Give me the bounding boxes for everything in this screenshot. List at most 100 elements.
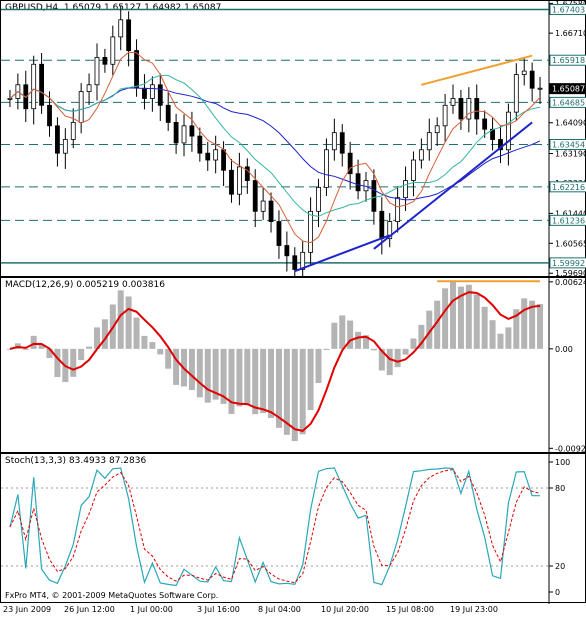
macd-histogram-bar	[141, 335, 148, 349]
macd-histogram-bar	[323, 348, 330, 350]
stoch-header: Stoch(13,3,3) 83.4933 87.2836	[5, 456, 147, 466]
ma-mid-line	[9, 74, 541, 217]
level-price-label: 1.65918	[552, 56, 585, 65]
level-price-box	[549, 83, 586, 95]
stoch-signal-line	[9, 469, 541, 584]
stoch-tick-label: 0	[555, 588, 560, 597]
candle-body	[379, 210, 385, 240]
candle-body	[411, 159, 416, 181]
macd-histogram-bar	[521, 298, 528, 349]
macd-histogram-bar	[513, 309, 520, 349]
macd-histogram-bar	[457, 286, 464, 349]
candle-body	[276, 221, 282, 246]
macd-histogram-bar	[315, 348, 322, 384]
candle-body	[284, 245, 290, 257]
macd-histogram-bar	[86, 346, 93, 349]
macd-histogram-bar	[283, 348, 290, 435]
time-axis-label: 15 Jul 08:00	[386, 605, 434, 614]
candle-body	[173, 122, 179, 144]
macd-histogram-bar	[101, 319, 108, 349]
macd-histogram-bar	[173, 348, 180, 385]
level-price-box	[549, 214, 586, 226]
stoch-pane[interactable]: Stoch(13,3,3) 83.4933 87.2836 100 80 20 0 F…	[0, 453, 586, 604]
macd-tick-label: 0.00	[555, 345, 573, 354]
candle-body	[157, 84, 163, 106]
macd-histogram-bar	[252, 348, 259, 415]
macd-histogram-bar	[244, 348, 251, 405]
macd-pane[interactable]: MACD(12,26,9) 0.005219 0.003816 0.006243…	[0, 277, 586, 454]
time-axis: 23 Jun 2009 26 Jun 12:00 1 Jul 00:00 3 Jul …	[0, 604, 586, 618]
price-chart-pane[interactable]: GBPUSD,H4 1.65079 1.65127 1.64982 1.6508…	[0, 0, 586, 278]
level-price-label: 1.67403	[552, 5, 585, 14]
stoch-tick-label: 100	[555, 458, 570, 467]
macd-histogram-bar	[188, 348, 195, 390]
candle-body	[308, 210, 314, 253]
macd-histogram-bar	[426, 310, 433, 349]
candle-body	[7, 98, 13, 100]
macd-histogram-bar	[22, 348, 29, 350]
stoch-main-line	[9, 467, 540, 587]
candle-body	[474, 98, 480, 120]
macd-histogram-bar	[355, 331, 362, 349]
candle-body	[426, 132, 432, 151]
macd-histogram-bar	[117, 290, 124, 349]
level-price-label: 1.63454	[552, 140, 585, 149]
candle-body	[537, 87, 543, 90]
candle-body	[221, 149, 226, 171]
candle-body	[102, 57, 108, 65]
candle-body	[181, 125, 187, 144]
macd-histogram-bar	[291, 348, 298, 442]
macd-histogram-bar	[299, 348, 306, 435]
candle-body	[268, 200, 274, 222]
macd-histogram-bar	[465, 284, 472, 349]
candle-body	[252, 180, 258, 212]
macd-histogram-bar	[46, 348, 53, 359]
price-tick-label: 1.61440	[555, 209, 586, 218]
trendline-lower-1	[294, 234, 391, 273]
macd-histogram-bar	[307, 348, 314, 411]
macd-histogram-bar	[450, 280, 457, 349]
symbol-header: GBPUSD,H4 1.65079 1.65127 1.64982 1.6508…	[5, 3, 221, 13]
macd-histogram-bar	[78, 348, 85, 361]
candle-body	[482, 118, 488, 130]
level-price-box	[549, 96, 586, 108]
candle-body	[521, 70, 527, 75]
candle-body	[292, 255, 298, 270]
macd-histogram-bar	[537, 304, 544, 349]
macd-histogram-bar	[54, 348, 61, 378]
candle-body	[355, 173, 361, 192]
stoch-tick-label: 80	[555, 484, 565, 493]
candle-body	[126, 19, 132, 51]
candle-body	[371, 180, 377, 212]
time-axis-label: 3 Jul 16:00	[197, 605, 240, 614]
level-price-box	[549, 257, 586, 269]
candle-body	[78, 91, 84, 123]
macd-histogram-bar	[370, 348, 377, 351]
price-tick-label: 1.59690	[555, 269, 586, 278]
candle-body	[403, 180, 408, 199]
candle-body	[142, 87, 147, 99]
level-price-label: 1.61236	[552, 216, 585, 225]
macd-histogram-bar	[497, 333, 504, 349]
macd-histogram-bar	[268, 348, 275, 419]
candle-body	[339, 132, 345, 154]
price-tick-label: 1.64090	[555, 119, 586, 128]
macd-histogram-bar	[157, 348, 164, 355]
time-axis-label: 10 Jul 20:00	[321, 605, 369, 614]
macd-histogram-bar	[410, 338, 417, 349]
level-price-label: 1.64685	[552, 98, 585, 107]
candle-body	[347, 152, 353, 175]
macd-histogram-bar	[133, 317, 140, 349]
candle-body	[466, 98, 472, 120]
candle-body	[118, 19, 124, 38]
trendline-upper	[421, 54, 533, 86]
level-price-box	[549, 138, 586, 150]
time-axis-label: 8 Jul 04:00	[258, 605, 301, 614]
macd-histogram-bar	[529, 300, 536, 349]
candle-body	[62, 139, 68, 154]
macd-histogram-bar	[418, 324, 425, 349]
level-price-label: 1.62216	[552, 183, 585, 192]
candle-body	[39, 63, 45, 106]
candle-body	[387, 221, 393, 240]
macd-histogram-bar	[378, 348, 385, 371]
